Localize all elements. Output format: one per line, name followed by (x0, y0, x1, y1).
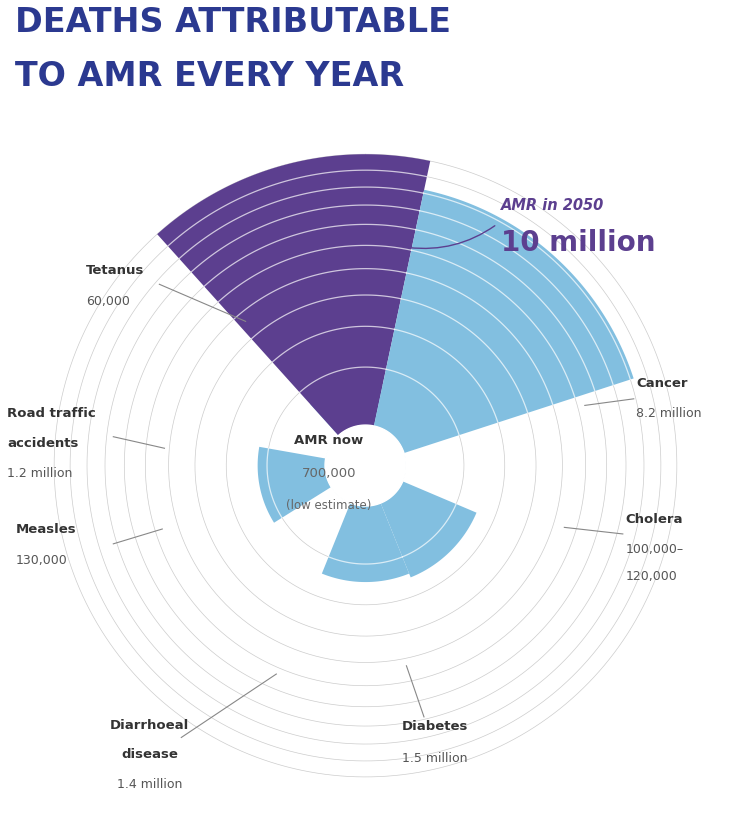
Text: 60,000: 60,000 (86, 295, 130, 308)
Text: Measles: Measles (16, 522, 77, 536)
Text: 10 million: 10 million (501, 229, 655, 257)
Text: 130,000: 130,000 (16, 554, 68, 567)
Text: DEATHS ATTRIBUTABLE: DEATHS ATTRIBUTABLE (15, 7, 450, 40)
Text: 8.2 million: 8.2 million (636, 407, 702, 420)
Polygon shape (322, 503, 409, 582)
Polygon shape (395, 453, 406, 481)
Text: accidents: accidents (7, 437, 79, 450)
Text: Cholera: Cholera (626, 513, 683, 526)
Text: (low estimate): (low estimate) (287, 499, 371, 512)
Polygon shape (257, 447, 331, 522)
Text: Diarrhoeal: Diarrhoeal (110, 719, 189, 732)
Polygon shape (157, 154, 431, 435)
Text: Diabetes: Diabetes (402, 720, 468, 733)
Polygon shape (374, 190, 634, 453)
Text: 1.4 million: 1.4 million (117, 778, 183, 791)
Polygon shape (311, 383, 382, 435)
Polygon shape (325, 435, 349, 461)
Text: 1.5 million: 1.5 million (402, 751, 468, 765)
Polygon shape (325, 425, 406, 506)
Text: AMR in 2050: AMR in 2050 (501, 199, 604, 213)
Text: Tetanus: Tetanus (86, 264, 145, 277)
Polygon shape (381, 481, 477, 578)
Text: Cancer: Cancer (636, 377, 687, 390)
Text: 700,000: 700,000 (302, 467, 356, 480)
Text: 1.2 million: 1.2 million (7, 467, 72, 480)
Text: AMR now: AMR now (295, 434, 363, 447)
Text: TO AMR EVERY YEAR: TO AMR EVERY YEAR (15, 60, 404, 93)
Text: 120,000: 120,000 (626, 570, 678, 583)
Text: disease: disease (121, 748, 178, 761)
Text: 100,000–: 100,000– (626, 543, 684, 556)
Polygon shape (331, 485, 352, 503)
Text: Road traffic: Road traffic (7, 407, 96, 420)
